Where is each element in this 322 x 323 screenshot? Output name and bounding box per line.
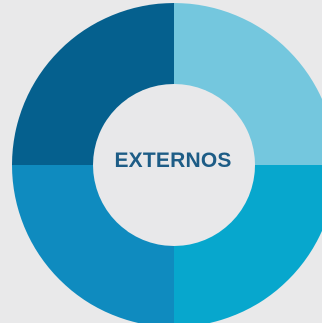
center-hole (93, 84, 255, 246)
center-label: EXTERNOS (114, 149, 232, 172)
